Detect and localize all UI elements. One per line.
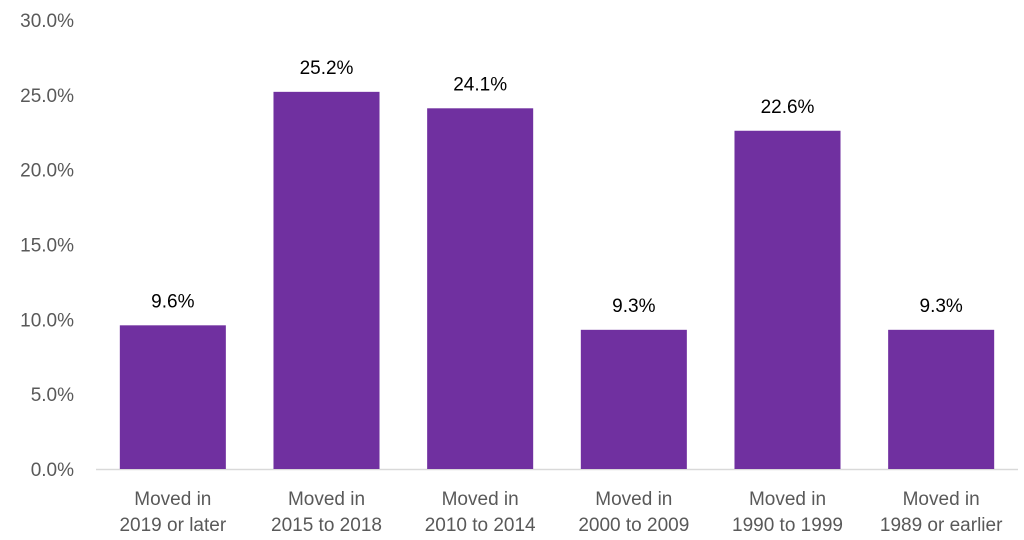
category-label-line: 2000 to 2009 (578, 515, 689, 536)
category-label-line: Moved in (595, 489, 672, 510)
category-label: Moved in 2015 to 2018 (271, 489, 382, 536)
bar-series (119, 91, 995, 469)
data-label: 22.6% (761, 97, 815, 118)
y-tick-label: 5.0% (31, 385, 74, 406)
x-axis-category-labels: Moved in 2019 or later Moved in 2015 to 201… (119, 489, 1003, 536)
category-label-line: 2015 to 2018 (271, 515, 382, 536)
category-label: Moved in 1989 or earlier (880, 489, 1003, 536)
category-label-line: Moved in (749, 489, 826, 510)
category-label-line: 1989 or earlier (880, 515, 1003, 536)
category-label: Moved in 1990 to 1999 (732, 489, 843, 536)
data-label: 9.6% (151, 291, 194, 312)
category-label-line: Moved in (903, 489, 980, 510)
y-tick-label: 0.0% (31, 460, 74, 481)
bar (888, 329, 995, 469)
category-label-line: 2010 to 2014 (425, 515, 536, 536)
y-tick-label: 30.0% (20, 11, 74, 32)
bar (580, 329, 687, 469)
category-label-line: 1990 to 1999 (732, 515, 843, 536)
y-tick-label: 20.0% (20, 161, 74, 182)
bar (427, 108, 534, 469)
bar (119, 325, 226, 469)
category-label-line: 2019 or later (119, 515, 226, 536)
data-label: 9.3% (920, 296, 963, 317)
category-label: Moved in 2019 or later (119, 489, 226, 536)
category-label: Moved in 2010 to 2014 (425, 489, 536, 536)
data-label: 25.2% (300, 58, 354, 79)
category-label-line: Moved in (134, 489, 211, 510)
data-label: 24.1% (453, 74, 507, 95)
y-tick-label: 10.0% (20, 310, 74, 331)
y-tick-label: 25.0% (20, 86, 74, 107)
category-label: Moved in 2000 to 2009 (578, 489, 689, 536)
data-labels: 9.6% 25.2% 24.1% 9.3% 22.6% 9.3% (151, 58, 963, 317)
y-axis-tick-labels: 0.0% 5.0% 10.0% 15.0% 20.0% 25.0% 30.0% (20, 11, 74, 481)
bar (734, 130, 841, 469)
y-tick-label: 15.0% (20, 236, 74, 257)
category-label-line: Moved in (442, 489, 519, 510)
category-label-line: Moved in (288, 489, 365, 510)
bar (273, 91, 380, 469)
data-label: 9.3% (612, 296, 655, 317)
